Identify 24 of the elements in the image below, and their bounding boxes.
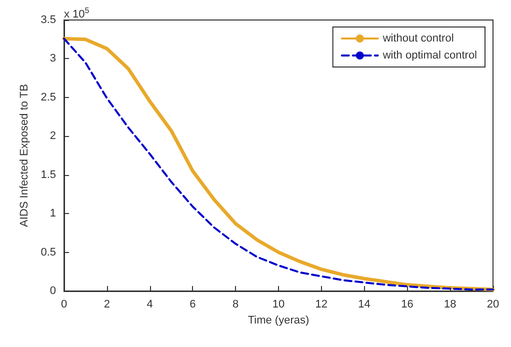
y-tick-label: 3.5 [40,14,56,26]
y-tick-label: 0.5 [40,246,56,258]
legend-label: with optimal control [382,50,478,62]
x-tick-label: 0 [60,298,68,310]
x-axis-title: Time (yeras) [248,314,310,326]
y-tick-label: 1.5 [40,168,56,181]
x-tick-label: 14 [358,298,370,310]
x-tick-label: 4 [146,298,153,310]
x-tick-label: 2 [104,298,110,310]
y-tick-label: 2.5 [40,91,56,104]
y-axis-title: AIDS Infected Exposed to TB [18,84,30,227]
y-tick-label: 2 [50,130,56,142]
y-tick-label: 1 [50,208,56,220]
annotation: x 10$^{5}$ [64,6,90,21]
x-tick-label: 10 [272,298,285,310]
x-tick-label: 18 [444,298,456,310]
y-tick-label: 0 [50,285,56,297]
x-tick-label: 12 [315,298,328,310]
x-tick-label: 20 [486,298,500,310]
x-tick-label: 6 [190,298,196,310]
y-tick-label: 3 [50,52,56,65]
legend-label: without control [382,32,454,44]
x-tick-label: 16 [401,298,414,310]
x-tick-label: 8 [232,298,239,310]
